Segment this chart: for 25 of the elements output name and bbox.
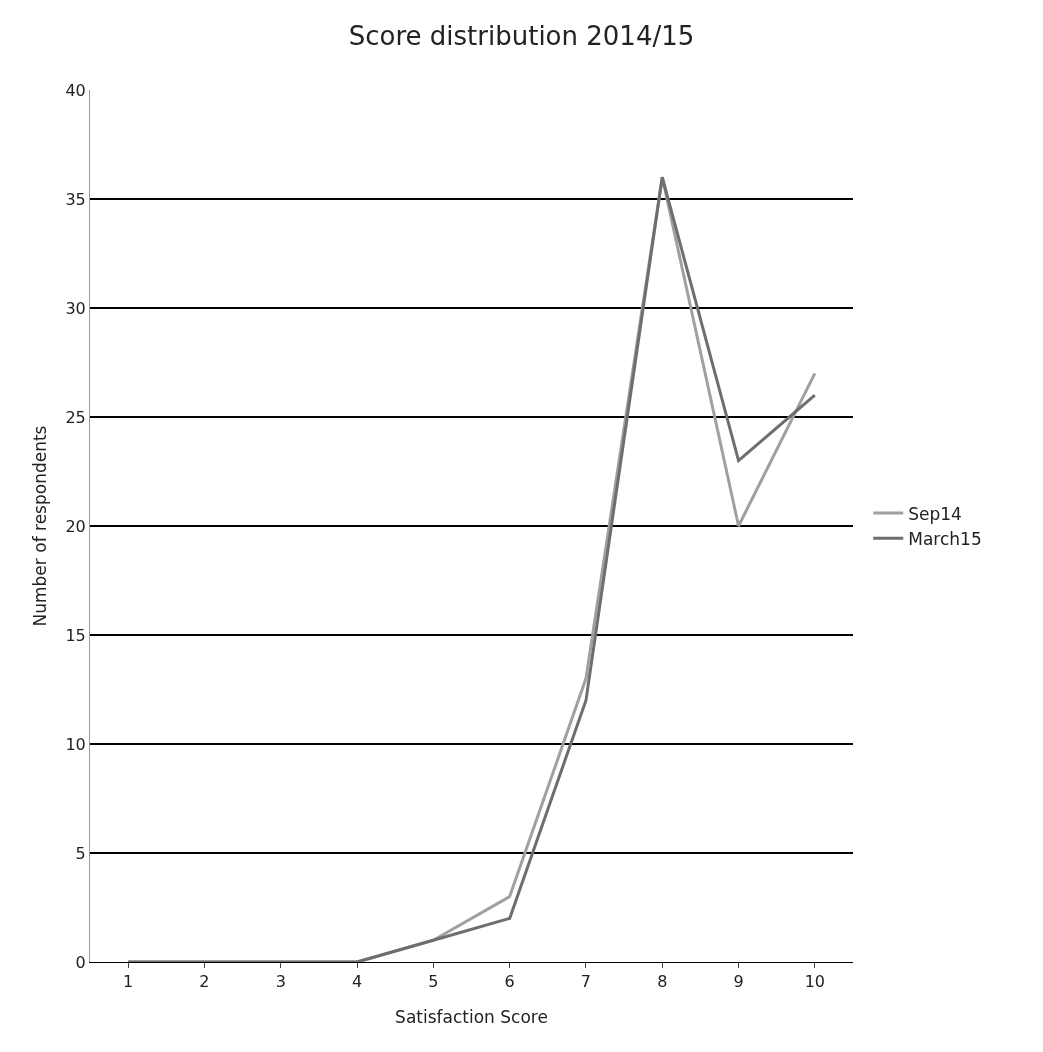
y-tick-label: 35 bbox=[65, 189, 86, 209]
x-tick-label: 4 bbox=[351, 972, 363, 992]
y-tick-label: 20 bbox=[65, 516, 86, 536]
y-tick-label: 15 bbox=[65, 625, 86, 645]
x-tick-label: 6 bbox=[504, 972, 515, 992]
x-tick-label: 5 bbox=[428, 972, 439, 992]
x-tick-label: 1 bbox=[123, 972, 134, 992]
legend-label: Sep14 bbox=[908, 503, 962, 524]
x-tick-label: 2 bbox=[199, 972, 210, 992]
x-tick-label: 10 bbox=[804, 972, 826, 992]
y-tick-label: 0 bbox=[75, 952, 86, 972]
line-series bbox=[126, 175, 817, 962]
x-tick-label: 7 bbox=[580, 972, 592, 992]
x-tick-label: 9 bbox=[733, 972, 744, 992]
y-tick-label: 40 bbox=[65, 80, 86, 100]
y-axis-title: Number of respondents bbox=[30, 425, 50, 627]
legend-label: March15 bbox=[908, 528, 982, 549]
x-tick-label: 3 bbox=[275, 972, 286, 992]
x-tick-label: 8 bbox=[657, 972, 668, 992]
y-tick-label: 10 bbox=[65, 734, 86, 754]
y-tick-label: 30 bbox=[65, 298, 86, 318]
y-tick-label: 5 bbox=[75, 843, 86, 863]
x-axis-title: Satisfaction Score bbox=[395, 1007, 548, 1027]
chart-title: Score distribution 2014/15 bbox=[348, 20, 695, 51]
y-tick-label: 25 bbox=[65, 407, 86, 427]
